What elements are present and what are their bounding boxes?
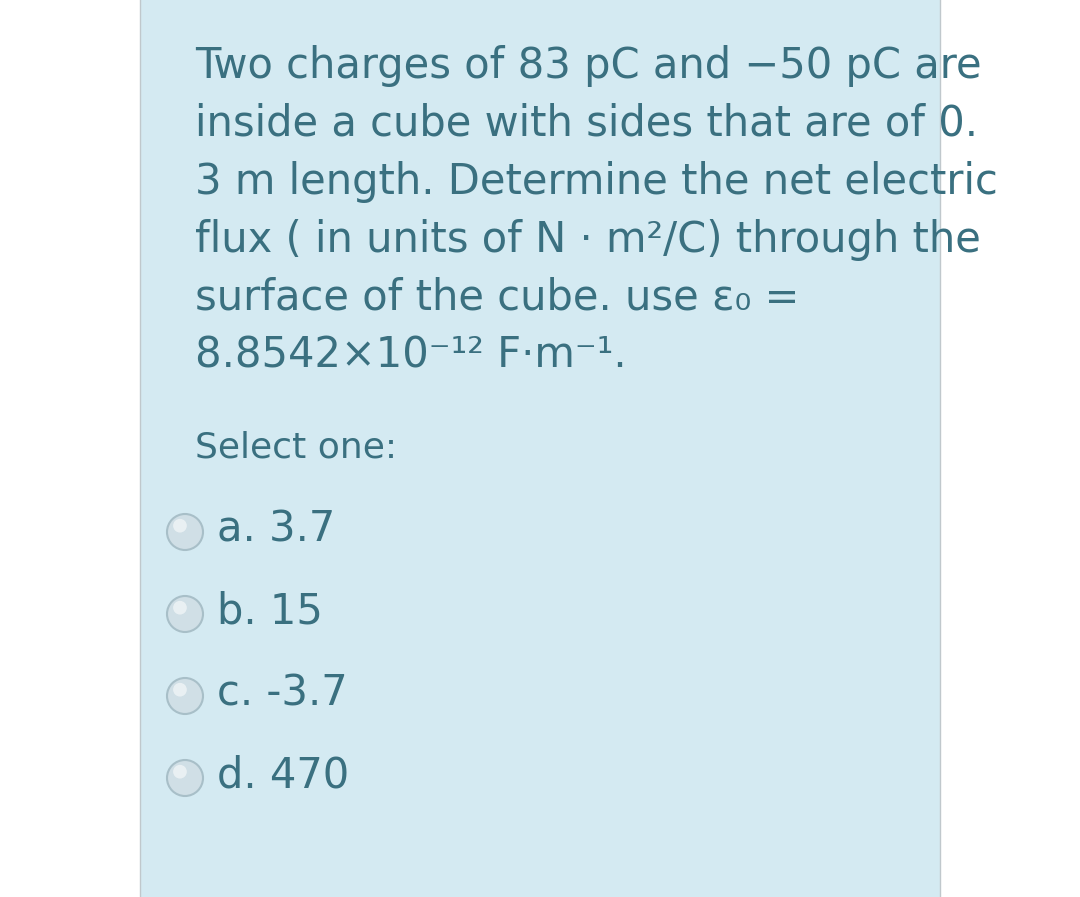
Text: 3 m length. Determine the net electric: 3 m length. Determine the net electric xyxy=(195,161,998,203)
Text: inside a cube with sides that are of 0.: inside a cube with sides that are of 0. xyxy=(195,103,978,145)
Text: b. 15: b. 15 xyxy=(217,591,323,633)
Circle shape xyxy=(167,514,203,550)
Text: c. -3.7: c. -3.7 xyxy=(217,673,348,715)
Circle shape xyxy=(167,760,203,796)
Text: d. 470: d. 470 xyxy=(217,755,349,797)
Text: flux ( in units of N · m²/C) through the: flux ( in units of N · m²/C) through the xyxy=(195,219,981,261)
Circle shape xyxy=(173,601,187,614)
Text: Two charges of 83 pC and −50 pC are: Two charges of 83 pC and −50 pC are xyxy=(195,45,982,87)
Circle shape xyxy=(173,518,187,533)
Text: surface of the cube. use ε₀ =: surface of the cube. use ε₀ = xyxy=(195,277,799,319)
Circle shape xyxy=(173,765,187,779)
Circle shape xyxy=(167,596,203,632)
Text: Select one:: Select one: xyxy=(195,430,397,464)
Text: 8.8542×10⁻¹² F·m⁻¹.: 8.8542×10⁻¹² F·m⁻¹. xyxy=(195,335,626,377)
Bar xyxy=(140,0,940,897)
Circle shape xyxy=(173,683,187,697)
Circle shape xyxy=(167,678,203,714)
Text: a. 3.7: a. 3.7 xyxy=(217,509,335,551)
